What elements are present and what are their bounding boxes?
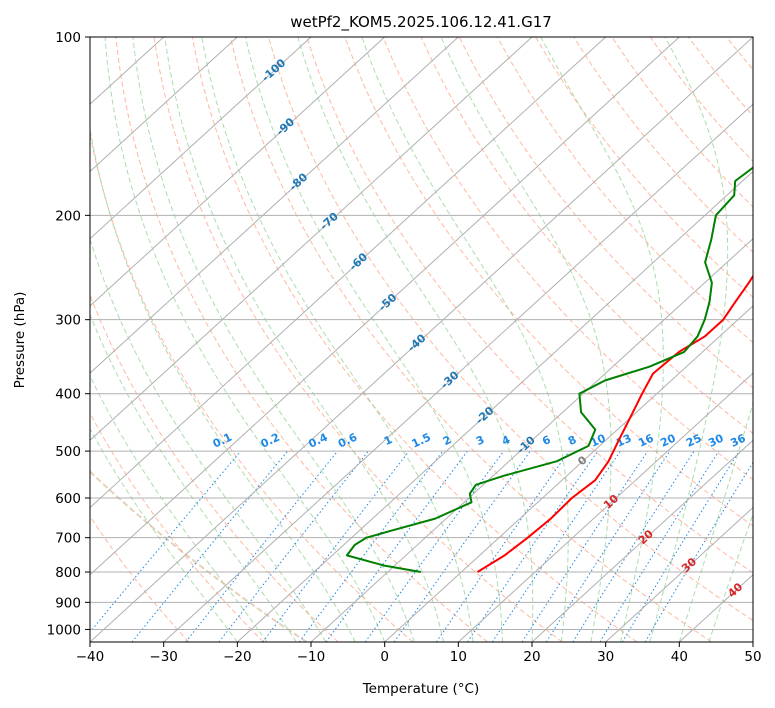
x-tick-label: 30: [597, 649, 614, 665]
dry-adiabat-line: [268, 37, 753, 622]
moist-adiabat-line: [90, 237, 327, 642]
moist-adiabat-line: [90, 125, 356, 642]
moist-adiabat-line: [540, 37, 664, 642]
isotherm-gridline: [90, 37, 459, 374]
wide-guide-curve: [90, 470, 308, 642]
moist-adiabat-line: [90, 313, 297, 642]
dry-adiabat-line: [90, 412, 264, 642]
isotherm-gridline: [90, 37, 607, 509]
isotherm-gridline: [90, 37, 533, 442]
dry-adiabat-line: [382, 37, 753, 481]
isotherm-gridline: [457, 372, 753, 642]
x-tick-label: 40: [671, 649, 688, 665]
moist-adiabat-line: [90, 427, 238, 642]
mixing-ratio-line: [521, 450, 649, 642]
temperature-profile-line: [476, 274, 753, 573]
isotherm-gridline: [90, 37, 238, 173]
isotherm-gridline: [605, 506, 753, 642]
moist-adiabat-line: [440, 37, 612, 642]
dry-adiabat-line: [115, 37, 488, 642]
y-tick-label: 200: [55, 208, 81, 224]
y-axis-ticks: 100 200 300 400 500 600 700 800 900 1000: [47, 30, 90, 638]
x-tick-label: 0: [380, 649, 389, 665]
mixing-ratio-line: [262, 450, 410, 642]
x-axis-label: Temperature (°C): [362, 681, 480, 697]
y-tick-label: 900: [55, 595, 81, 611]
moist-adiabat-line: [245, 37, 503, 642]
isotherm-gridline: [310, 237, 753, 642]
moist-adiabat-line: [361, 37, 569, 642]
dry-adiabat-line: [153, 37, 563, 642]
x-tick-label: −10: [297, 649, 326, 665]
y-tick-label: 500: [55, 444, 81, 460]
mixing-ratio-line: [90, 450, 242, 633]
y-tick-label: 100: [55, 30, 81, 46]
profile-lines: [345, 166, 753, 573]
mixing-ratio-line: [435, 450, 570, 642]
mixing-ratio-line: [491, 450, 621, 642]
dry-adiabat-line: [306, 37, 753, 574]
moist-adiabat-line: [201, 37, 474, 642]
mixing-ratio-line: [131, 450, 288, 642]
y-tick-label: 1000: [47, 622, 81, 638]
isotherm-gridline: [90, 37, 680, 576]
y-tick-label: 800: [55, 565, 81, 581]
mixing-ratio-label: 36: [728, 431, 748, 449]
mixing-ratio-label: 13: [614, 432, 633, 450]
isotherm-gridline: [531, 439, 753, 642]
moist-adiabat-line: [90, 374, 268, 642]
moist-adiabat-line: [132, 37, 415, 642]
x-tick-label: −20: [223, 649, 252, 665]
x-tick-label: −40: [76, 649, 105, 665]
mixing-ratio-label: 16: [636, 431, 656, 449]
y-axis-label: Pressure (hPa): [12, 292, 28, 389]
moist-adiabat-line: [678, 401, 753, 642]
mixing-ratio-label: 25: [684, 432, 703, 450]
isotherm-gridline: [752, 641, 753, 642]
y-tick-label: 400: [55, 387, 81, 403]
x-tick-label: 20: [523, 649, 540, 665]
mixing-ratio-line: [298, 450, 444, 642]
moist-adiabat-line: [649, 37, 729, 642]
x-axis-ticks: −40 −30 −20 −10 0 10 20 30 40 50: [76, 642, 762, 665]
mixing-ratio-line: [325, 450, 468, 642]
mixing-ratio-line: [572, 450, 695, 642]
mixing-ratio-line: [545, 450, 671, 642]
isotherm-gridline: [90, 37, 312, 240]
y-tick-label: 300: [55, 313, 81, 329]
y-tick-label: 700: [55, 531, 81, 547]
mixing-ratio-line: [185, 450, 338, 642]
isotherm-gridline: [384, 305, 753, 642]
x-tick-label: −30: [149, 649, 178, 665]
plot-frame: [89, 36, 754, 643]
dry-adiabat-line: [191, 37, 638, 642]
isotherm-gridline: [90, 37, 386, 307]
moist-adiabat-line: [297, 37, 534, 642]
mixing-ratio-line: [364, 450, 505, 642]
dry-adiabat-line: [535, 37, 753, 298]
mixing-ratio-line: [467, 450, 599, 642]
isotherm-gridline: [236, 170, 753, 642]
dry-adiabat-line: [765, 37, 775, 642]
moist-adiabat-line: [164, 37, 445, 642]
y-tick-label: 600: [55, 491, 81, 507]
mixing-ratio-label: 30: [706, 431, 726, 449]
isotherm-gridline: [163, 103, 753, 642]
mixing-ratio-line: [621, 450, 740, 642]
moist-adiabat-line: [708, 513, 753, 642]
background-guide-lines: [90, 37, 775, 642]
x-tick-label: 10: [450, 649, 467, 665]
x-tick-label: 50: [744, 649, 761, 665]
dry-adiabat-line: [496, 37, 753, 344]
dry-adiabat-line: [420, 37, 753, 435]
isotherm-gridline: [90, 37, 753, 642]
dewpoint-profile-line: [345, 166, 753, 573]
mixing-ratio-label: 20: [658, 431, 678, 449]
chart-title: wetPf2_KOM5.2025.106.12.41.G17: [290, 13, 552, 32]
